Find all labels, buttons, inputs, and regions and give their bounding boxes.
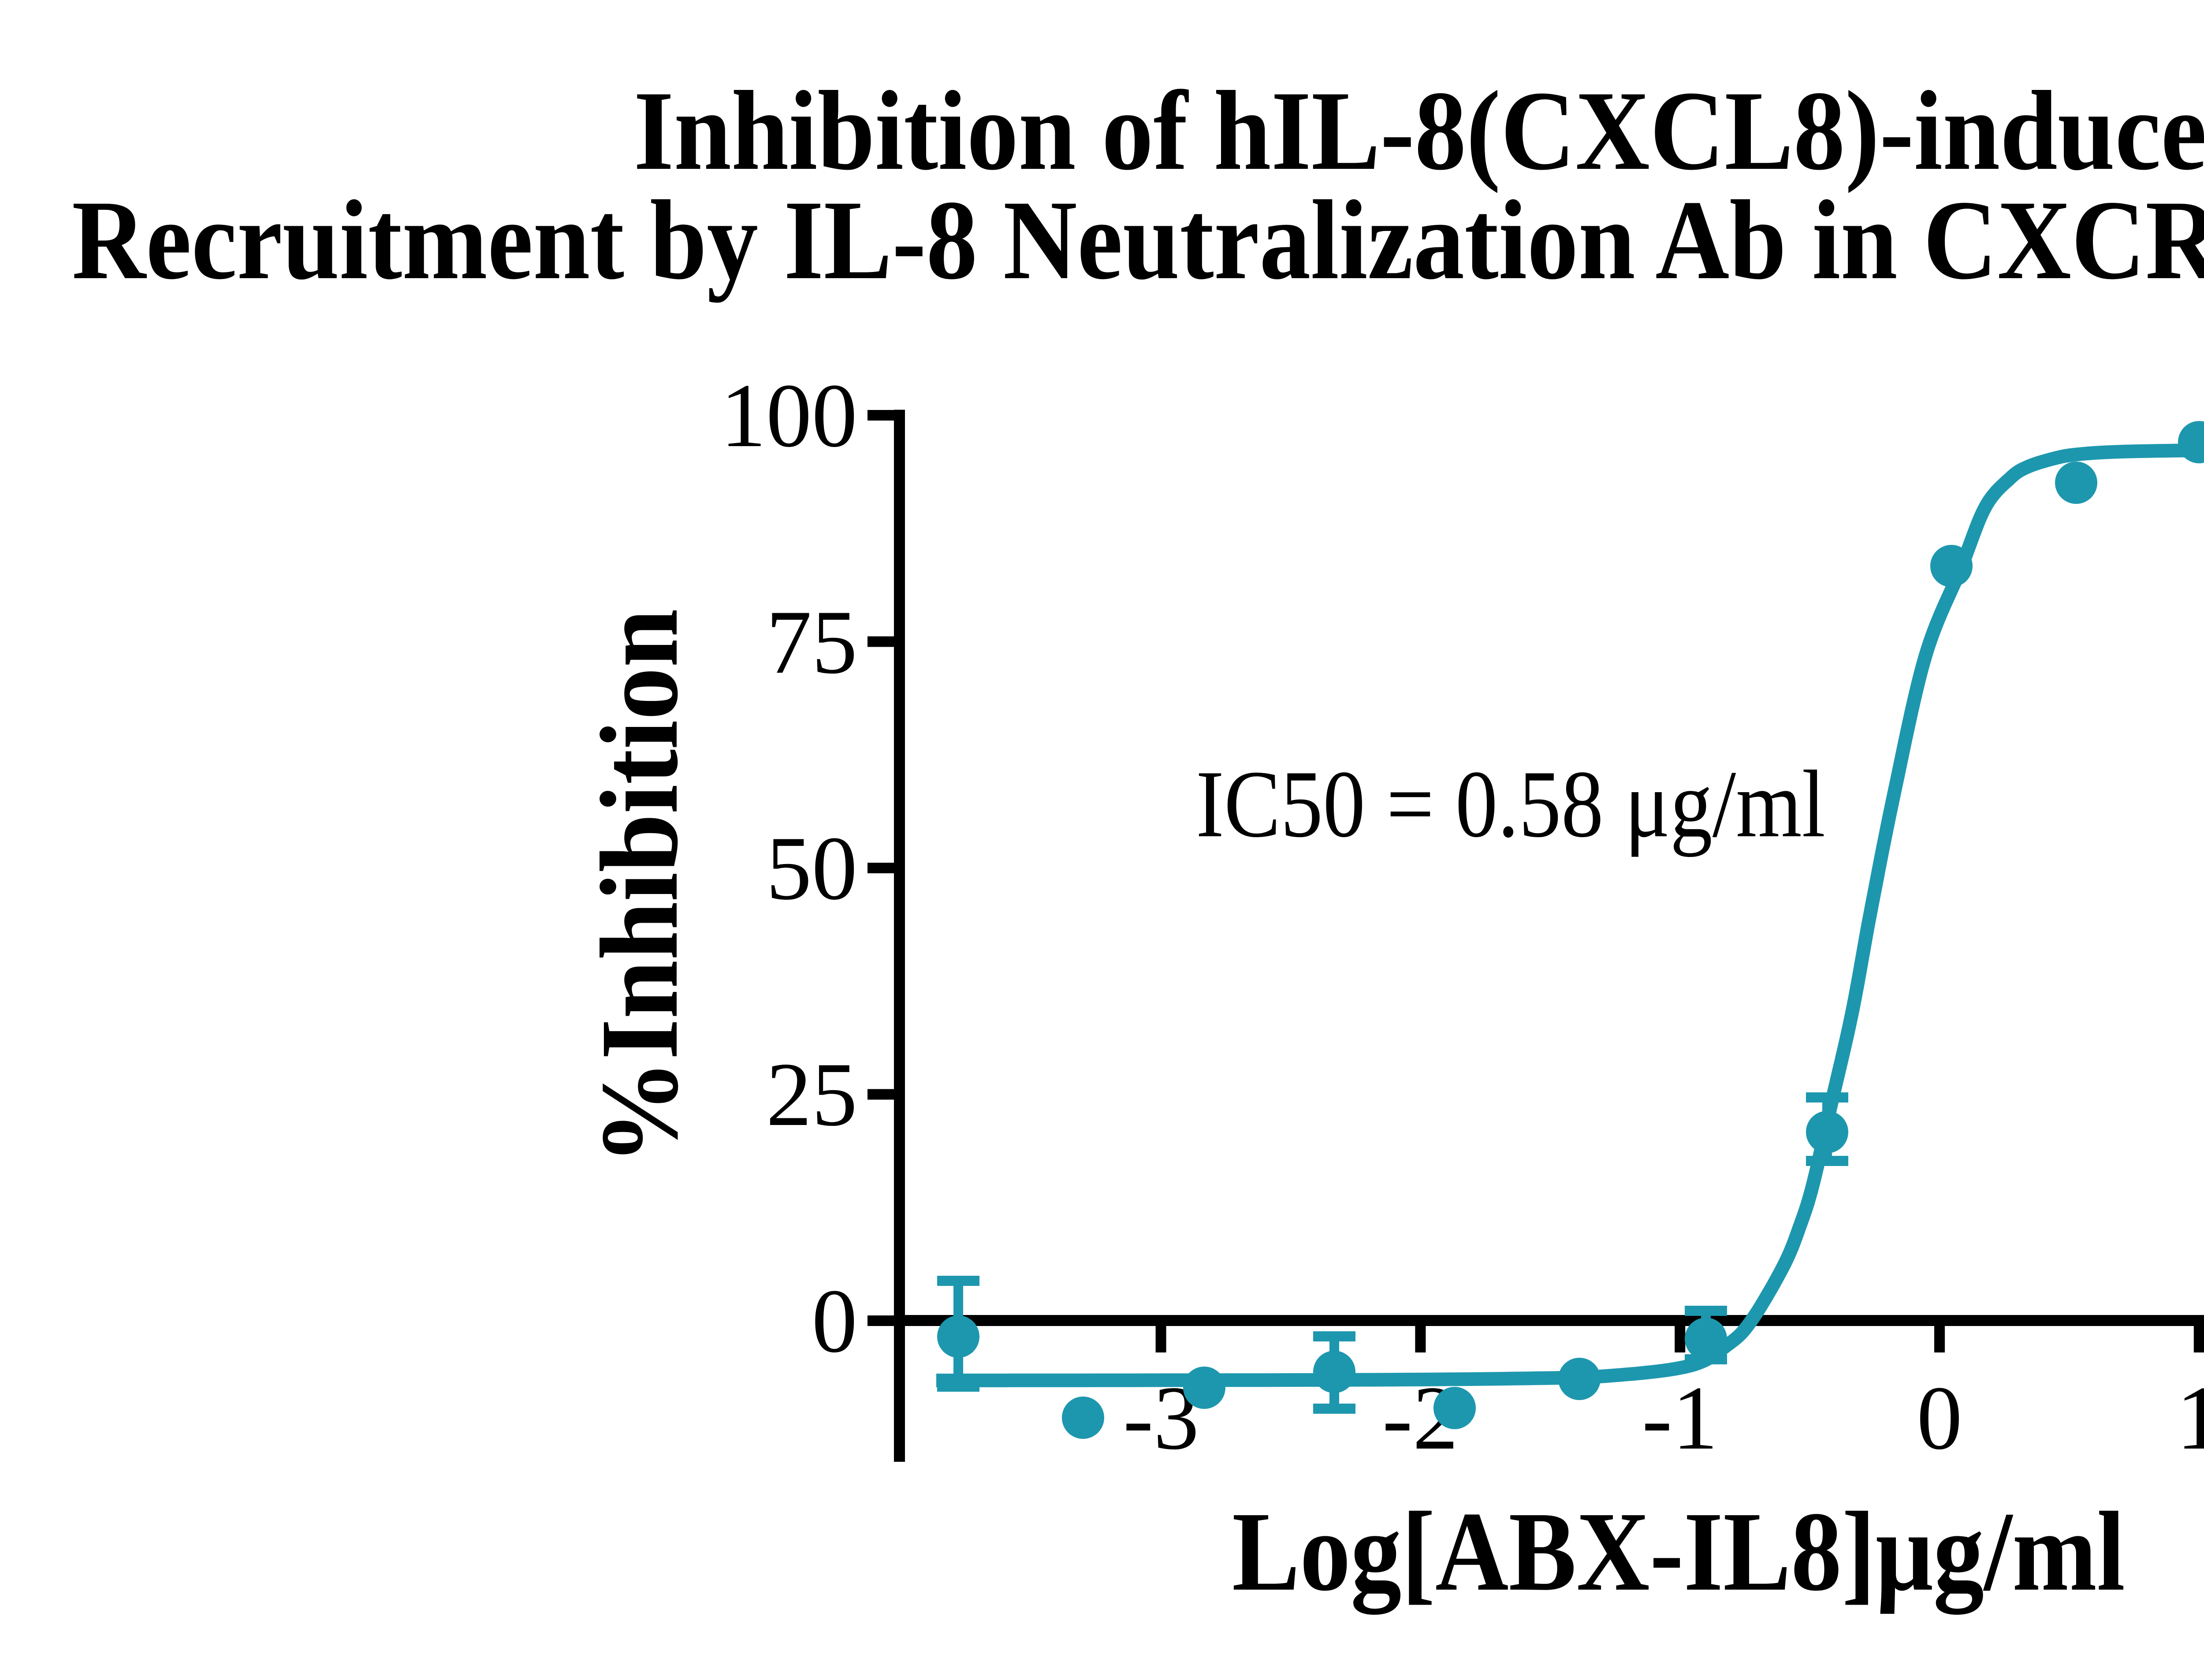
svg-text:Inhibition of hIL-8(CXCL8)-ind: Inhibition of hIL-8(CXCL8)-induced β-Arr… — [634, 67, 2204, 194]
svg-text:100: 100 — [721, 365, 858, 466]
svg-text:Log[ABX-IL8]μg/ml: Log[ABX-IL8]μg/ml — [1232, 1488, 2125, 1616]
svg-text:50: 50 — [766, 818, 857, 919]
svg-text:0: 0 — [1917, 1367, 1962, 1468]
svg-text:Recruitment by IL-8 Neutraliza: Recruitment by IL-8 Neutralization Ab in… — [72, 177, 2204, 303]
svg-text:1: 1 — [2176, 1367, 2204, 1468]
svg-text:25: 25 — [766, 1044, 857, 1145]
svg-text:0: 0 — [812, 1270, 858, 1371]
svg-text:-1: -1 — [1642, 1367, 1718, 1468]
svg-text:%Inhibition: %Inhibition — [577, 609, 701, 1165]
svg-text:75: 75 — [766, 592, 857, 693]
svg-text:IC50 = 0.58 μg/ml: IC50 = 0.58 μg/ml — [1196, 751, 1825, 857]
